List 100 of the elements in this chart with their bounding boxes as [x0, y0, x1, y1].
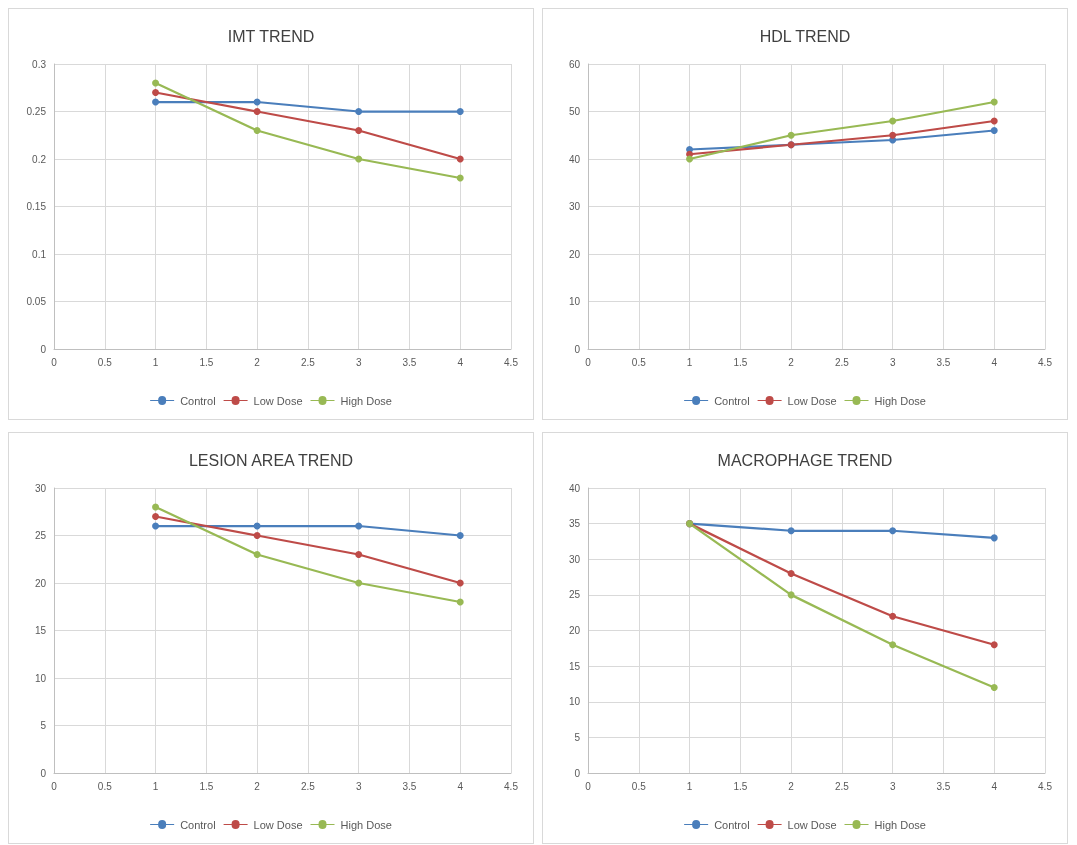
chart-title: MACROPHAGE TREND: [717, 451, 893, 469]
y-tick-label: 0.05: [26, 296, 47, 307]
y-tick-label: 25: [568, 589, 581, 601]
x-tick-label: 4: [991, 780, 998, 792]
point: [253, 108, 261, 115]
point: [456, 155, 464, 163]
x-tick-label: 4.5: [1038, 780, 1053, 792]
legend-label: Control: [714, 818, 750, 831]
x-tick-label: 1.5: [199, 780, 214, 792]
y-tick-label: 15: [34, 625, 47, 636]
x-tick-label: 1: [152, 356, 159, 368]
point: [990, 534, 998, 542]
x-tick-label: 2.5: [834, 780, 850, 792]
point: [355, 522, 363, 530]
x-tick-label: 2: [254, 356, 261, 368]
y-tick-label: 5: [574, 731, 581, 743]
x-tick-label: 0: [51, 780, 58, 792]
point: [152, 503, 160, 511]
y-tick-label: 50: [568, 106, 581, 117]
point: [990, 641, 998, 649]
legend-label: Low Dose: [253, 818, 303, 831]
y-tick-label: 0.25: [26, 106, 47, 117]
point: [355, 551, 363, 558]
point: [889, 131, 897, 139]
y-tick-label: 0.1: [32, 248, 47, 260]
y-tick-label: 0: [574, 767, 581, 779]
point: [253, 532, 261, 539]
point: [456, 108, 464, 115]
y-tick-label: 20: [34, 577, 47, 589]
point: [355, 155, 363, 163]
y-tick-label: 25: [34, 530, 47, 541]
x-tick-label: 3: [355, 356, 362, 368]
x-tick-label: 1: [686, 356, 693, 368]
point: [456, 532, 464, 539]
x-tick-label: 2: [788, 780, 795, 792]
point: [355, 108, 363, 115]
x-tick-label: 0.5: [97, 356, 113, 368]
x-tick-label: 1.5: [733, 780, 748, 792]
x-tick-label: 0.5: [631, 356, 647, 368]
y-tick-label: 60: [568, 58, 581, 70]
x-tick-label: 3.5: [402, 780, 417, 792]
y-tick-label: 40: [568, 153, 581, 165]
point: [990, 127, 998, 134]
point: [456, 579, 464, 587]
legend-label: High Dose: [874, 818, 926, 831]
x-tick-label: 3: [889, 356, 896, 368]
y-tick-label: 15: [568, 660, 581, 672]
x-tick-label: 4.5: [1038, 356, 1053, 368]
point: [253, 551, 261, 558]
point: [152, 513, 160, 520]
point: [152, 79, 160, 87]
point: [456, 174, 464, 182]
point: [787, 131, 795, 139]
x-tick-label: 1: [152, 780, 159, 792]
x-tick-label: 2.5: [300, 780, 316, 792]
y-tick-label: 30: [568, 553, 581, 565]
x-tick-label: 1.5: [733, 356, 748, 368]
y-tick-label: 0: [40, 343, 47, 355]
x-tick-label: 4: [457, 780, 464, 792]
y-tick-label: 5: [40, 720, 47, 731]
point: [889, 527, 897, 535]
x-tick-label: 2: [788, 356, 795, 368]
y-tick-label: 0.15: [26, 201, 47, 212]
x-tick-label: 0.5: [631, 780, 647, 792]
point: [787, 591, 795, 599]
x-tick-label: 1.5: [199, 356, 214, 368]
x-tick-label: 0: [585, 780, 592, 792]
legend-label: Low Dose: [253, 394, 303, 407]
x-tick-label: 1: [686, 780, 693, 792]
y-tick-label: 30: [568, 201, 581, 212]
y-tick-label: 10: [568, 696, 581, 708]
point: [456, 598, 464, 606]
x-tick-label: 4.5: [504, 356, 519, 368]
point: [787, 570, 795, 577]
y-tick-label: 10: [568, 296, 581, 307]
point: [889, 641, 897, 649]
x-tick-label: 2: [254, 780, 261, 792]
x-tick-label: 0: [51, 356, 58, 368]
legend-label: Low Dose: [787, 818, 837, 831]
legend-label: High Dose: [340, 818, 392, 831]
legend-label: Control: [180, 394, 216, 407]
point: [686, 155, 694, 163]
y-tick-label: 0: [40, 767, 47, 779]
y-tick-label: 0.2: [32, 153, 47, 165]
point: [152, 98, 160, 106]
x-tick-label: 3: [355, 780, 362, 792]
x-tick-label: 4: [457, 356, 464, 368]
y-tick-label: 20: [568, 625, 581, 636]
point: [152, 522, 160, 530]
y-tick-label: 10: [34, 672, 47, 684]
point: [889, 117, 897, 125]
y-tick-label: 0: [574, 343, 581, 355]
point: [152, 89, 160, 96]
point: [355, 579, 363, 587]
x-tick-label: 3.5: [936, 356, 951, 368]
x-tick-label: 2.5: [834, 356, 850, 368]
x-tick-label: 4.5: [504, 780, 519, 792]
legend-label: High Dose: [340, 394, 392, 407]
chart-title: IMT TREND: [227, 27, 315, 45]
legend-label: Control: [714, 394, 750, 407]
